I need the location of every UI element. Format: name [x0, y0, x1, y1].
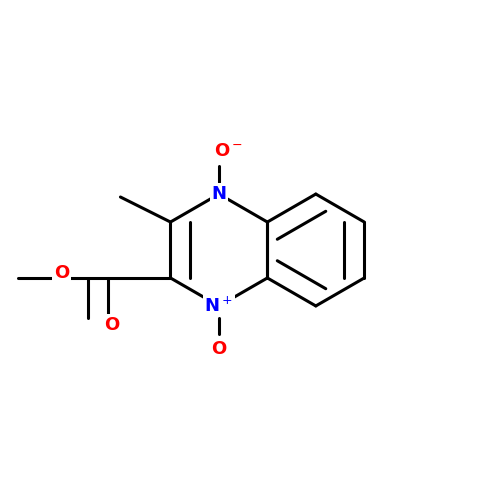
Text: O: O: [212, 340, 226, 358]
Text: N: N: [212, 185, 226, 203]
Text: N$^+$: N$^+$: [204, 296, 234, 316]
Text: O: O: [54, 264, 70, 282]
Text: O$^-$: O$^-$: [214, 142, 243, 160]
Text: O: O: [104, 316, 119, 334]
